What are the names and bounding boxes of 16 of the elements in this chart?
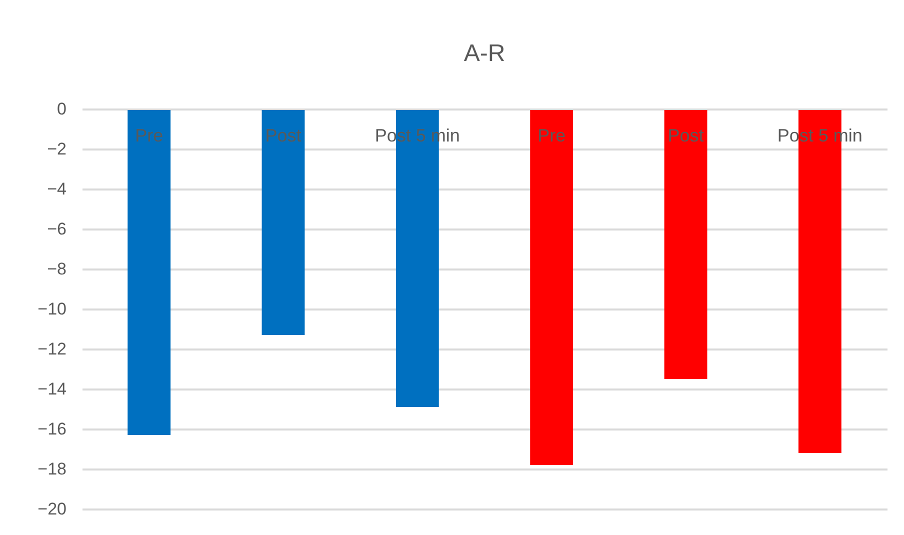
y-tick-label: −20 [38,500,66,518]
y-tick-label: −16 [38,420,66,438]
y-tick-label: −4 [47,180,66,198]
x-tick-label: Pre [135,126,164,146]
x-tick-label: Pre [538,126,566,146]
y-tick-label: −18 [38,460,66,478]
y-tick-label: −12 [38,340,66,358]
y-tick-label: 0 [57,100,66,118]
y-tick-label: −6 [47,220,66,238]
y-tick-label: −10 [38,300,66,318]
y-tick-label: −8 [47,260,66,278]
x-tick-label: Post [265,126,302,146]
y-tick-label: −14 [38,380,66,398]
y-tick-label: −2 [47,140,66,158]
x-tick-label: Post [668,126,704,146]
chart-title: A-R [464,40,506,67]
